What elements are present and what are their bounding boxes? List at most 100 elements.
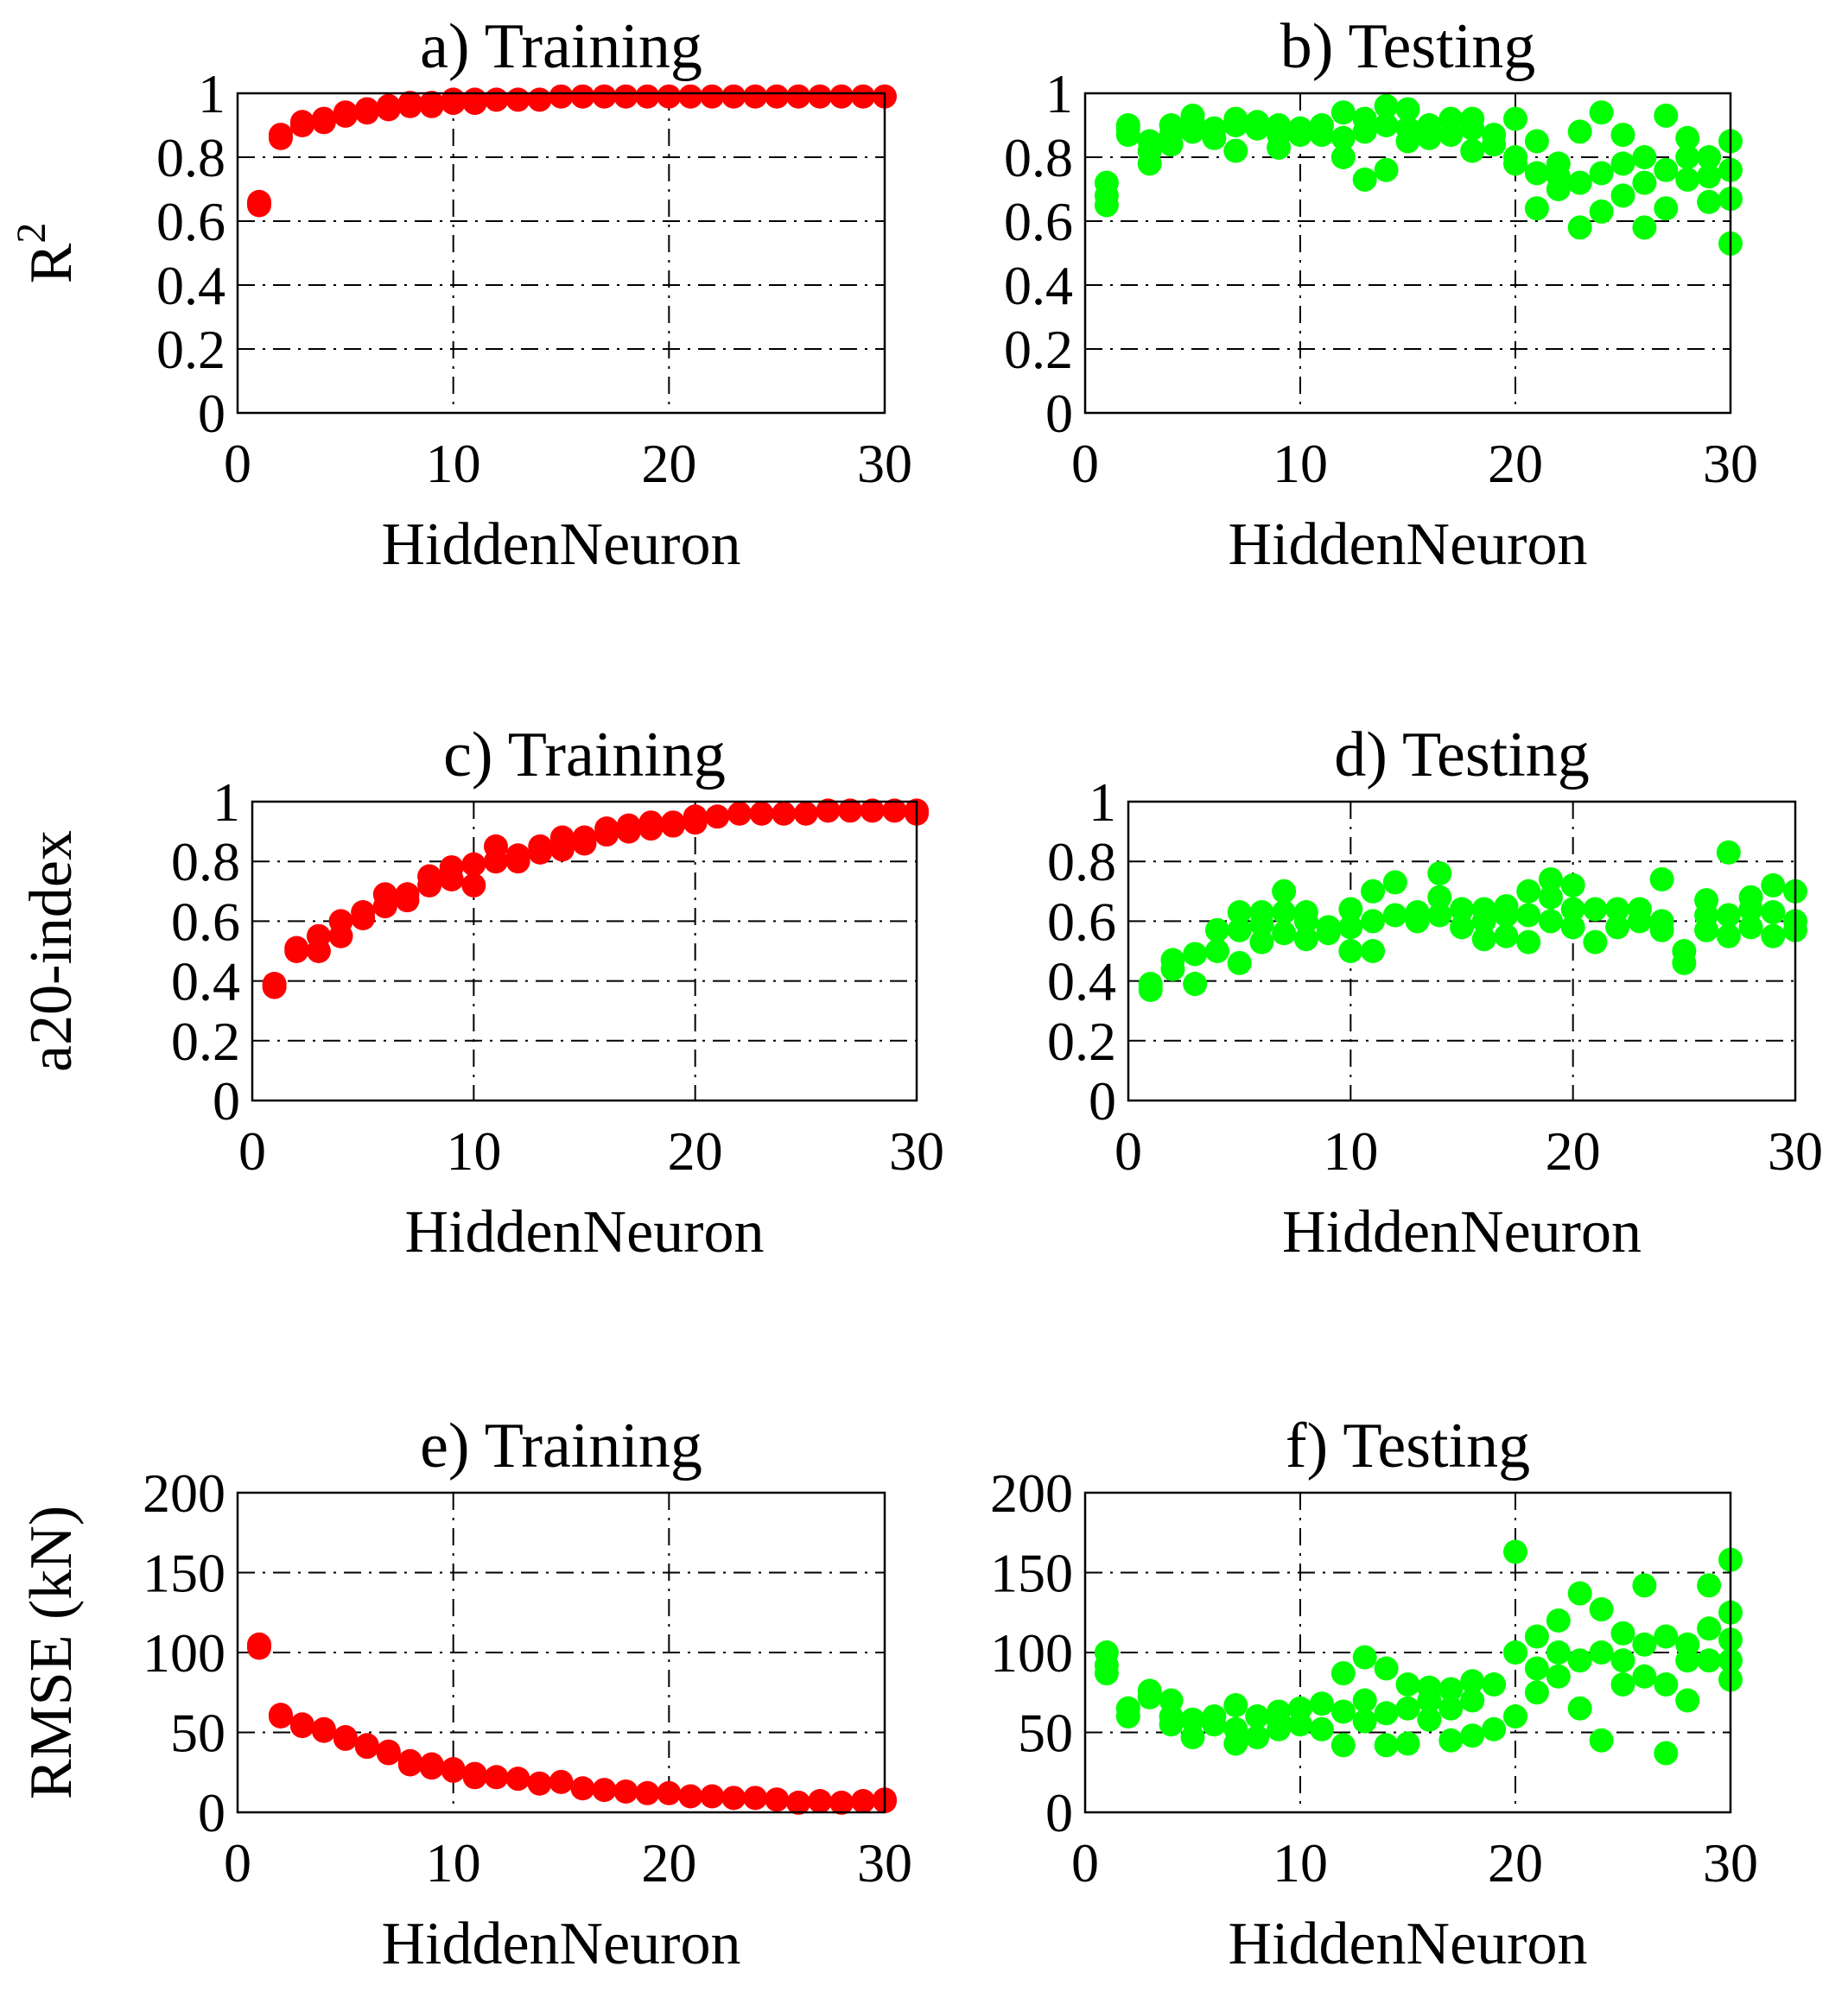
data-point	[1352, 1645, 1377, 1670]
data-point	[743, 1786, 768, 1811]
data-point	[1361, 939, 1386, 963]
data-point	[1330, 1661, 1356, 1686]
data-point	[1183, 972, 1208, 997]
y-tick-label: 1	[1045, 63, 1073, 124]
data-point	[570, 84, 595, 109]
y-tick-label: 150	[143, 1543, 225, 1604]
data-point	[1503, 151, 1527, 176]
data-point	[1632, 1632, 1657, 1657]
data-point	[1675, 125, 1700, 150]
x-tick-label: 30	[1703, 433, 1758, 494]
data-point	[1137, 1684, 1162, 1710]
data-point	[1524, 161, 1549, 186]
data-point	[549, 1769, 574, 1794]
data-point	[1330, 1733, 1356, 1758]
data-point	[461, 872, 486, 898]
data-point	[1223, 138, 1248, 163]
data-point	[461, 852, 486, 877]
data-point	[527, 1771, 552, 1796]
chart-title: d) Testing	[1334, 720, 1590, 790]
data-point	[1516, 929, 1541, 955]
data-point	[1183, 942, 1208, 967]
data-point	[311, 106, 336, 131]
y-axis-label: a20-index	[18, 830, 85, 1072]
data-point	[1330, 145, 1356, 169]
data-point	[441, 1758, 466, 1783]
data-point	[484, 87, 509, 112]
data-point	[1538, 866, 1563, 891]
data-point	[1738, 915, 1763, 940]
data-point	[1471, 909, 1496, 934]
data-point	[1438, 1696, 1464, 1721]
data-point	[1115, 1704, 1140, 1729]
y-axis-label: R2	[9, 223, 85, 284]
data-point	[1494, 923, 1519, 948]
y-tick-label: 0.6	[1047, 891, 1116, 952]
data-point	[1309, 1716, 1334, 1741]
data-point	[616, 819, 641, 844]
y-axis-label-text: R	[18, 243, 85, 283]
data-point	[594, 822, 619, 847]
data-point	[462, 91, 487, 116]
data-point	[549, 84, 574, 109]
x-tick-label: 20	[668, 1120, 723, 1182]
data-point	[1227, 900, 1252, 925]
data-point	[808, 1789, 833, 1814]
data-point	[1438, 123, 1464, 148]
data-point	[678, 84, 703, 109]
data-point	[1672, 950, 1697, 975]
data-point	[1338, 915, 1363, 940]
data-point	[1180, 1725, 1205, 1750]
data-point	[1204, 917, 1229, 942]
data-point	[1632, 1664, 1657, 1689]
x-tick-label: 20	[641, 433, 696, 494]
data-point	[1180, 1707, 1205, 1732]
data-point	[1223, 1716, 1248, 1741]
data-point	[1516, 903, 1541, 928]
data-point	[505, 843, 530, 868]
data-point	[333, 1726, 358, 1751]
data-point	[1115, 116, 1140, 141]
x-tick-label: 20	[1488, 433, 1543, 494]
data-point	[572, 831, 597, 856]
data-point	[1202, 125, 1227, 150]
data-point	[1361, 879, 1386, 904]
data-point	[765, 1787, 790, 1812]
x-axis-label: HiddenNeuron	[1228, 1911, 1587, 1977]
data-point	[1560, 897, 1585, 922]
data-point	[851, 84, 876, 109]
data-point	[1589, 199, 1614, 224]
data-point	[1503, 1539, 1527, 1564]
data-point	[1374, 1733, 1399, 1758]
y-tick-label: 0.2	[1047, 1011, 1116, 1072]
y-tick-label: 0.2	[1004, 319, 1073, 380]
data-point	[1560, 915, 1585, 940]
data-point	[1382, 870, 1407, 895]
y-tick-label: 0.8	[1047, 831, 1116, 892]
data-point	[1405, 909, 1430, 934]
y-tick-label: 200	[143, 1462, 225, 1524]
data-point	[397, 93, 422, 118]
data-point	[1293, 927, 1318, 952]
y-axis-label: RMSE (kN)	[18, 1506, 85, 1799]
plot-frame	[1127, 800, 1797, 1102]
data-point	[1546, 1640, 1571, 1665]
data-point	[1694, 903, 1719, 928]
y-tick-label: 0.6	[156, 191, 225, 252]
data-point	[1627, 909, 1652, 934]
x-tick-label: 10	[426, 1832, 481, 1894]
data-point	[246, 1635, 271, 1660]
data-point	[483, 849, 508, 874]
y-tick-label: 0.8	[171, 831, 240, 892]
x-tick-label: 0	[224, 433, 251, 494]
data-point	[1567, 170, 1592, 195]
chart-title: f) Testing	[1286, 1411, 1530, 1481]
data-point	[419, 93, 444, 118]
y-tick-label: 150	[990, 1543, 1073, 1604]
x-tick-label: 30	[889, 1120, 944, 1182]
data-point	[1589, 1728, 1614, 1753]
data-point	[838, 798, 863, 823]
data-point	[1524, 196, 1549, 221]
